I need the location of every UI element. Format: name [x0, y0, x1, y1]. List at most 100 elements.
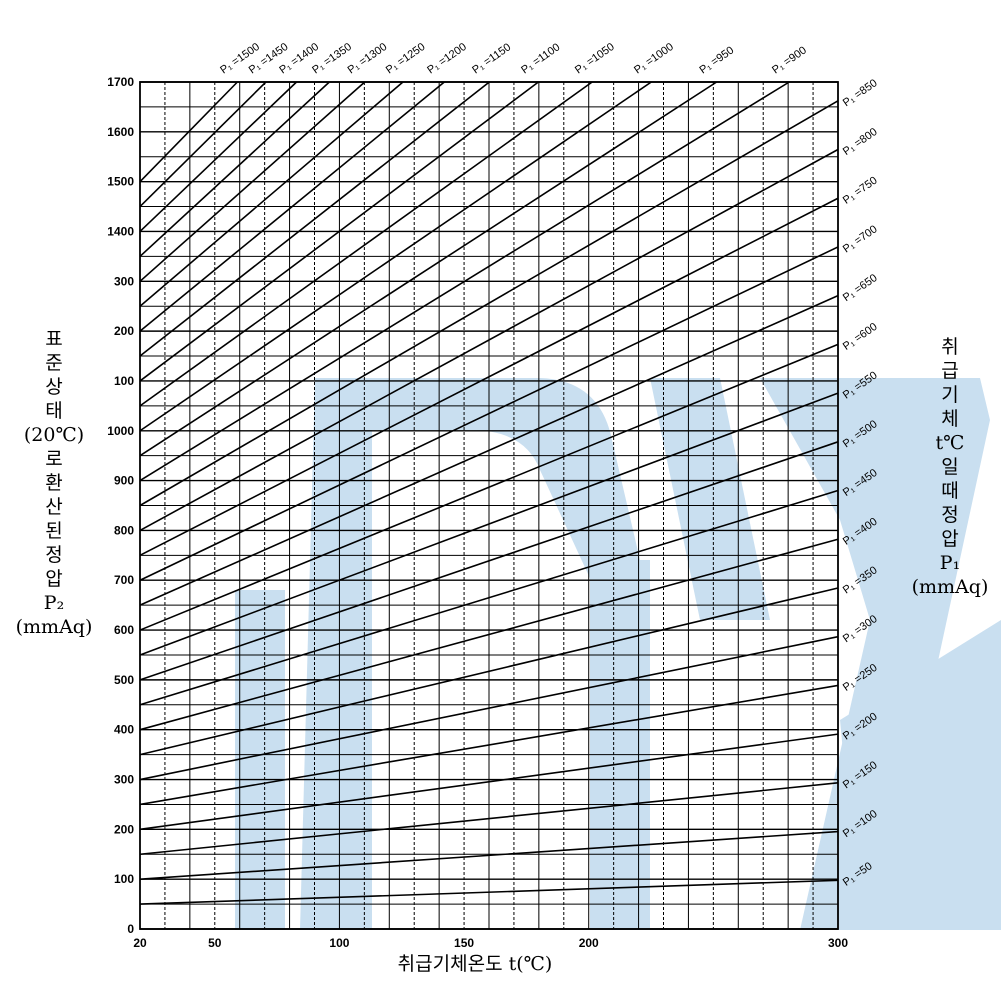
series-line-p1-600 [139, 343, 839, 631]
series-label-p1-650: P₁ =650 [841, 272, 880, 304]
series-line-p1-1450 [139, 81, 267, 208]
x-tick-label: 50 [208, 936, 222, 950]
watermark-logo [235, 378, 1001, 930]
plot-border [139, 81, 839, 930]
series-line-p1-1050 [139, 81, 593, 407]
series-line-p1-850 [139, 100, 839, 507]
watermark-stroke [590, 560, 650, 930]
y-tick-label: 1400 [107, 224, 134, 238]
x-tick-label: 200 [579, 936, 599, 950]
series-label-p1-700: P₁ =700 [841, 223, 880, 255]
y-tick-label: 1700 [107, 75, 134, 89]
series-line-p1-950 [139, 81, 718, 457]
series-lines [139, 81, 839, 905]
axis-title-char: 기 [941, 384, 959, 406]
axis-title-char: 정 [45, 544, 63, 566]
series-line-p1-500 [139, 441, 839, 681]
axis-title-char: 태 [45, 400, 63, 422]
series-label-p1-600: P₁ =600 [841, 321, 880, 353]
watermark-stroke [840, 620, 1001, 930]
series-line-p1-800 [139, 148, 839, 532]
x-tick-label: 150 [454, 936, 474, 950]
y-tick-label: 800 [114, 523, 134, 537]
axis-title-char: (20℃) [23, 424, 85, 446]
series-line-p1-650 [139, 294, 839, 606]
series-line-p1-1400 [139, 81, 298, 233]
series-line-p1-300 [139, 635, 839, 781]
series-line-p1-1350 [139, 81, 330, 257]
plot-frame [139, 81, 839, 930]
axis-title-char: 급 [941, 360, 959, 382]
axis-title-char: 산 [45, 496, 63, 518]
y-tick-label: 100 [114, 374, 134, 388]
y-tick-label: 0 [127, 922, 134, 936]
y-tick-label: 100 [114, 872, 134, 886]
series-line-p1-350 [139, 587, 839, 756]
series-label-p1-1000: P₁ =1000 [632, 41, 676, 77]
axis-title-char: 표 [45, 328, 63, 350]
series-line-p1-550 [139, 392, 839, 656]
x-tick-label: 100 [329, 936, 349, 950]
series-line-p1-50 [139, 879, 839, 905]
watermark-stroke [760, 378, 990, 930]
series-label-p1-850: P₁ =850 [841, 77, 880, 109]
watermark-stroke [372, 378, 640, 600]
y-tick-label: 1000 [107, 424, 134, 438]
series-line-p1-1250 [139, 81, 404, 307]
axis-title-char: 상 [45, 376, 63, 398]
series-line-p1-1000 [139, 81, 652, 432]
axis-title-char: 압 [941, 528, 959, 550]
y-tick-label: 300 [114, 773, 134, 787]
series-line-p1-200 [139, 733, 839, 831]
series-line-p1-100 [139, 830, 839, 880]
series-line-p1-700 [139, 246, 839, 581]
axis-title-char: 된 [45, 520, 63, 542]
series-label-p1-900: P₁ =900 [770, 44, 809, 76]
axis-title-char: 준 [45, 352, 63, 374]
y-tick-label: 600 [114, 623, 134, 637]
series-line-p1-400 [139, 538, 839, 731]
y-axis-title-left: 표 준 상 태 (20℃) 로 환 산 된 정 압 P₂ (mmAq) [4, 327, 104, 639]
series-line-p1-1150 [139, 81, 490, 357]
series-line-p1-1300 [139, 81, 366, 282]
series-line-p1-1500 [139, 81, 238, 183]
watermark-stroke [235, 590, 285, 930]
series-line-p1-1100 [139, 81, 539, 382]
y-axis-title-right: 취 급 기 체 t℃ 일 때 정 압 P₁ (mmAq) [900, 335, 1000, 599]
series-line-p1-1200 [139, 81, 445, 332]
axis-title-char: 압 [45, 568, 63, 590]
series-line-p1-750 [139, 197, 839, 557]
axis-title-char: 체 [941, 408, 959, 430]
axis-title-char: 로 [45, 448, 63, 470]
y-tick-label: 700 [114, 573, 134, 587]
series-line-p1-150 [139, 782, 839, 856]
axis-title-char: P₂ [43, 592, 65, 614]
series-label-p1-1300: P₁ =1300 [346, 41, 390, 77]
y-tick-label: 900 [114, 474, 134, 488]
axis-title-char: 정 [941, 504, 959, 526]
series-label-p1-1050: P₁ =1050 [573, 41, 617, 77]
watermark-stroke [650, 378, 770, 620]
y-tick-label: 300 [114, 274, 134, 288]
watermark-stroke [300, 378, 372, 930]
y-tick-label: 200 [114, 324, 134, 338]
axis-title-char: 취 [941, 336, 959, 358]
y-tick-label: 500 [114, 673, 134, 687]
axis-title-char: 환 [45, 472, 63, 494]
series-label-p1-1100: P₁ =1100 [519, 41, 562, 76]
axis-title-char: 때 [941, 480, 959, 502]
x-tick-labels: 20 50 100 150 200 300 [133, 936, 848, 950]
series-label-p1-950: P₁ =950 [697, 44, 736, 76]
y-tick-label: 400 [114, 723, 134, 737]
axis-title-char: P₁ [939, 552, 961, 574]
y-tick-label: 1600 [107, 125, 134, 139]
x-tick-label: 20 [133, 936, 147, 950]
x-tick-label: 300 [828, 936, 848, 950]
series-label-p1-750: P₁ =750 [841, 175, 880, 207]
axis-title-char: t℃ [935, 432, 965, 454]
series-label-p1-1200: P₁ =1200 [425, 41, 469, 77]
y-tick-labels: 0 100 200 300 400 500 600 700 800 900 1000 100 200 30… [107, 75, 134, 936]
axis-title-char: (mmAq) [911, 576, 989, 598]
series-line-p1-450 [139, 489, 839, 706]
